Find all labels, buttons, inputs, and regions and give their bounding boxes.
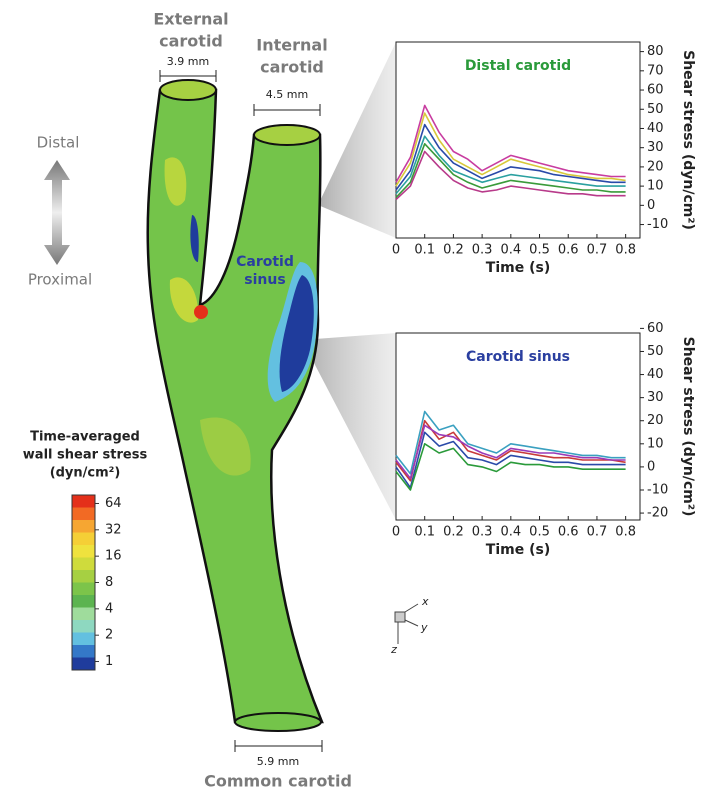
label: Proximal	[28, 271, 92, 289]
y-axis-label: Shear stress (dyn/cm²)	[680, 50, 696, 230]
colorbar-tick-label: 8	[105, 575, 113, 590]
label: Distal	[37, 134, 80, 152]
label: carotid	[260, 58, 324, 77]
callout-wedge	[302, 333, 396, 520]
colorbar-swatch	[72, 570, 95, 583]
y-tick-label: -10	[647, 217, 668, 232]
figure: External carotid 3.9 mm Internal carotid…	[0, 0, 701, 792]
callout-wedge	[318, 42, 396, 238]
x-axis-label: Time (s)	[486, 260, 550, 276]
x-tick-label: 0.3	[472, 525, 493, 540]
colorbar-tick-label: 32	[105, 522, 122, 537]
colorbar-swatch	[72, 633, 95, 646]
axis-label: y	[420, 621, 428, 634]
label: External	[153, 10, 228, 29]
x-axis-label: Time (s)	[486, 542, 550, 558]
x-tick-label: 0.4	[500, 525, 521, 540]
dimension-label: 4.5 mm	[266, 88, 308, 101]
y-tick-label: 40	[647, 121, 664, 136]
y-tick-label: 60	[647, 321, 664, 336]
vessel-opening	[160, 80, 216, 100]
colorbar-swatch	[72, 595, 95, 608]
label: carotid	[159, 32, 223, 51]
label: Carotid	[236, 254, 294, 270]
colorbar-swatch	[72, 645, 95, 658]
colorbar-swatch	[72, 608, 95, 621]
y-tick-label: 30	[647, 390, 664, 405]
x-tick-label: 0	[392, 243, 400, 258]
x-tick-label: 0.1	[414, 243, 435, 258]
dimension-label: 5.9 mm	[257, 755, 299, 768]
x-tick-label: 0	[392, 525, 400, 540]
x-tick-label: 0.7	[587, 525, 608, 540]
label: Internal	[256, 36, 327, 55]
colorbar-tick-label: 1	[105, 654, 113, 669]
colorbar-swatch	[72, 495, 95, 508]
y-tick-label: 60	[647, 83, 664, 98]
chart-title: Distal carotid	[465, 58, 571, 74]
x-tick-label: 0.2	[443, 243, 464, 258]
y-tick-label: -10	[647, 482, 668, 497]
vessel-opening	[254, 125, 320, 145]
direction-arrow	[44, 160, 70, 265]
axis-label: z	[390, 643, 397, 656]
colorbar-tick-label: 64	[105, 496, 122, 511]
label: sinus	[244, 272, 285, 288]
y-tick-label: 50	[647, 344, 664, 359]
y-tick-label: 10	[647, 179, 664, 194]
colorbar-tick-label: 2	[105, 628, 113, 643]
colorbar-swatch	[72, 583, 95, 596]
colorbar-swatch	[72, 520, 95, 533]
y-tick-label: 80	[647, 44, 664, 59]
colorbar-title: Time-averaged	[30, 430, 140, 445]
colorbar-swatch	[72, 508, 95, 521]
y-tick-label: 70	[647, 63, 664, 78]
x-tick-label: 0.6	[558, 243, 579, 258]
vessel-opening	[235, 713, 321, 731]
x-tick-label: 0.2	[443, 525, 464, 540]
y-axis-label: Shear stress (dyn/cm²)	[680, 337, 696, 517]
axis-triad	[395, 604, 418, 644]
x-tick-label: 0.8	[615, 525, 636, 540]
y-tick-label: 20	[647, 159, 664, 174]
colorbar-title: wall shear stress	[23, 448, 148, 463]
y-tick-label: -20	[647, 506, 668, 521]
colorbar-swatch	[72, 545, 95, 558]
y-tick-label: 0	[647, 459, 655, 474]
colorbar-swatch	[72, 558, 95, 571]
colorbar-title: (dyn/cm²)	[50, 466, 121, 481]
x-tick-label: 0.1	[414, 525, 435, 540]
label: Common carotid	[204, 772, 352, 791]
x-tick-label: 0.5	[529, 525, 550, 540]
colorbar-tick-label: 16	[105, 549, 122, 564]
colorbar-swatch	[72, 658, 95, 671]
y-tick-label: 20	[647, 413, 664, 428]
x-tick-label: 0.7	[587, 243, 608, 258]
y-tick-label: 40	[647, 367, 664, 382]
y-tick-label: 0	[647, 198, 655, 213]
x-tick-label: 0.8	[615, 243, 636, 258]
colorbar-swatch	[72, 620, 95, 633]
colorbar-swatch	[72, 533, 95, 546]
x-tick-label: 0.4	[500, 243, 521, 258]
dimension-label: 3.9 mm	[167, 55, 209, 68]
axis-label: x	[421, 595, 429, 608]
x-tick-label: 0.6	[558, 525, 579, 540]
y-tick-label: 10	[647, 436, 664, 451]
y-tick-label: 30	[647, 140, 664, 155]
y-tick-label: 50	[647, 102, 664, 117]
x-tick-label: 0.5	[529, 243, 550, 258]
chart-title: Carotid sinus	[466, 349, 570, 365]
high-stress-spot	[194, 305, 208, 319]
colorbar-tick-label: 4	[105, 601, 113, 616]
x-tick-label: 0.3	[472, 243, 493, 258]
